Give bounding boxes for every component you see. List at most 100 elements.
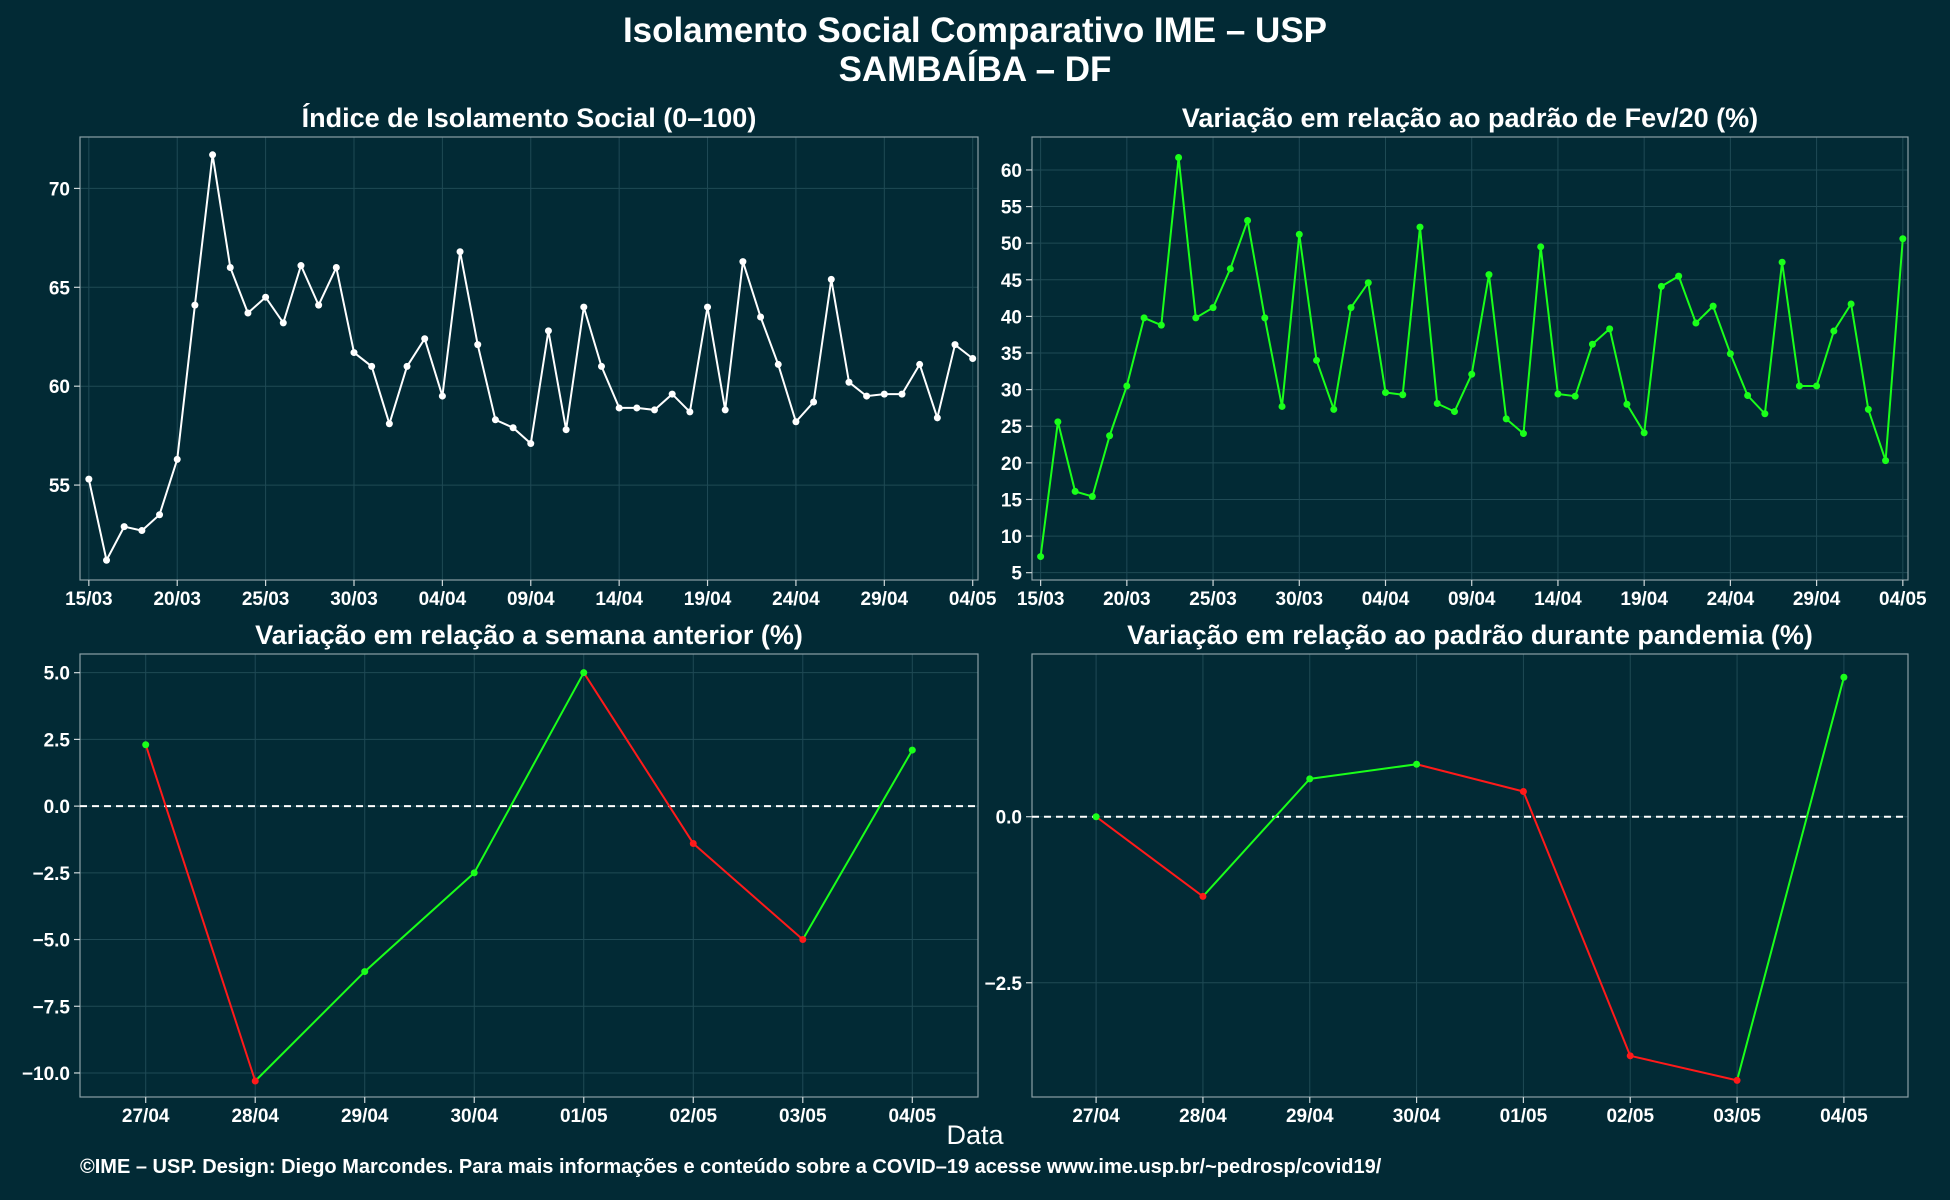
data-point (1692, 319, 1700, 327)
x-tick-label: 14/04 (1534, 589, 1582, 610)
data-point (580, 303, 588, 311)
data-point (792, 418, 800, 426)
data-point (1199, 892, 1207, 900)
data-point (880, 390, 888, 398)
x-tick-label: 20/03 (1103, 589, 1151, 610)
data-point (1519, 787, 1527, 795)
y-tick-label: 50 (1001, 234, 1022, 255)
series-segment (582, 672, 695, 845)
x-tick-label: 14/04 (595, 589, 643, 610)
series-segment (473, 672, 585, 874)
data-point (774, 360, 782, 368)
x-tick-label: 28/04 (231, 1106, 279, 1127)
data-point (951, 341, 959, 349)
y-tick-label: 30 (1001, 381, 1022, 402)
data-point (686, 408, 694, 416)
y-tick-label: 40 (1001, 307, 1022, 328)
data-point (1744, 391, 1752, 399)
x-tick-label: 04/05 (949, 589, 997, 610)
data-point (156, 511, 164, 519)
x-tick-label: 24/04 (772, 589, 820, 610)
y-tick-label: 60 (49, 377, 70, 398)
x-tick-label: 30/04 (450, 1106, 498, 1127)
data-point (1261, 314, 1269, 322)
x-tick-label: 29/04 (1286, 1106, 1334, 1127)
series-segment (1630, 1054, 1738, 1082)
data-point (474, 341, 482, 349)
data-point (120, 523, 128, 531)
footer-credits: ©IME – USP. Design: Diego Marcondes. Par… (80, 1156, 1382, 1178)
data-point (933, 414, 941, 422)
x-tick-label: 01/05 (1500, 1106, 1548, 1127)
y-tick-label: 10 (1001, 527, 1022, 548)
data-point (1899, 235, 1907, 243)
data-point (651, 406, 659, 414)
data-point (1709, 302, 1717, 310)
data-point (1450, 408, 1458, 416)
series-segment (1202, 778, 1311, 898)
data-point (1382, 389, 1390, 397)
data-point (1626, 1052, 1634, 1060)
series-segment (1309, 763, 1417, 780)
data-point (491, 416, 499, 424)
data-point (810, 398, 818, 406)
data-point (279, 319, 287, 327)
data-point (421, 335, 429, 343)
x-tick-label: 29/04 (1793, 589, 1841, 610)
y-tick-label: 45 (1001, 271, 1023, 292)
data-point (863, 392, 871, 400)
x-tick-label: 04/05 (1879, 589, 1927, 610)
series-segment (1095, 815, 1204, 898)
data-point (1071, 487, 1079, 495)
data-point (1054, 418, 1062, 426)
data-point (1657, 282, 1665, 290)
data-point (509, 424, 517, 432)
data-point (1606, 325, 1614, 333)
data-point (1675, 272, 1683, 280)
x-tick-label: 27/04 (1072, 1106, 1120, 1127)
data-point (898, 390, 906, 398)
x-tick-label: 25/03 (1189, 589, 1237, 610)
y-tick-label: −7.5 (32, 997, 70, 1018)
data-point (315, 301, 323, 309)
y-tick-label: 20 (1001, 454, 1022, 475)
data-point (1537, 243, 1545, 251)
data-point (1347, 304, 1355, 312)
data-point (1468, 370, 1476, 378)
data-point (1733, 1076, 1741, 1084)
y-tick-label: 65 (49, 278, 71, 299)
x-tick-label: 04/04 (1362, 589, 1410, 610)
data-point (1588, 340, 1596, 348)
data-point (262, 293, 270, 301)
data-point (1157, 321, 1165, 329)
y-tick-label: 15 (1001, 490, 1023, 511)
data-point (1761, 410, 1769, 418)
data-point (350, 349, 358, 357)
x-tick-label: 04/05 (1820, 1106, 1868, 1127)
data-point (1192, 314, 1200, 322)
data-point (916, 360, 924, 368)
data-point (1433, 400, 1441, 408)
y-tick-label: −5.0 (32, 931, 70, 952)
panel-border (79, 653, 979, 1098)
data-point (1226, 265, 1234, 273)
data-point (103, 556, 111, 564)
data-point (1485, 271, 1493, 279)
data-point (668, 390, 676, 398)
data-point (689, 839, 697, 847)
x-tick-label: 15/03 (65, 589, 113, 610)
series-segment (1522, 791, 1632, 1057)
y-tick-label: 70 (49, 179, 70, 200)
data-point (1640, 429, 1648, 437)
data-point (361, 968, 369, 976)
data-point (1864, 405, 1872, 413)
data-point (1623, 400, 1631, 408)
x-tick-label: 02/05 (1606, 1106, 1654, 1127)
data-point (908, 746, 916, 754)
y-tick-label: 60 (1001, 161, 1022, 182)
data-point (1295, 230, 1303, 238)
data-point (721, 406, 729, 414)
data-point (1306, 775, 1314, 783)
x-tick-label: 19/04 (1620, 589, 1668, 610)
